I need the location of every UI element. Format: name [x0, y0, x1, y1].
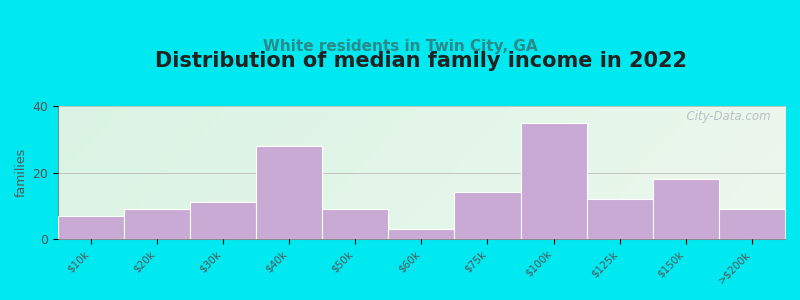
Text: City-Data.com: City-Data.com: [679, 110, 770, 123]
Bar: [124, 209, 190, 239]
Bar: [454, 193, 521, 239]
Text: White residents in Twin City, GA: White residents in Twin City, GA: [262, 39, 538, 54]
Bar: [322, 209, 388, 239]
Bar: [719, 209, 785, 239]
Bar: [58, 216, 124, 239]
Bar: [190, 202, 256, 239]
Bar: [653, 179, 719, 239]
Y-axis label: families: families: [15, 148, 28, 197]
Title: Distribution of median family income in 2022: Distribution of median family income in …: [155, 51, 687, 71]
Bar: [521, 122, 586, 239]
Bar: [586, 199, 653, 239]
Bar: [388, 229, 454, 239]
Bar: [256, 146, 322, 239]
